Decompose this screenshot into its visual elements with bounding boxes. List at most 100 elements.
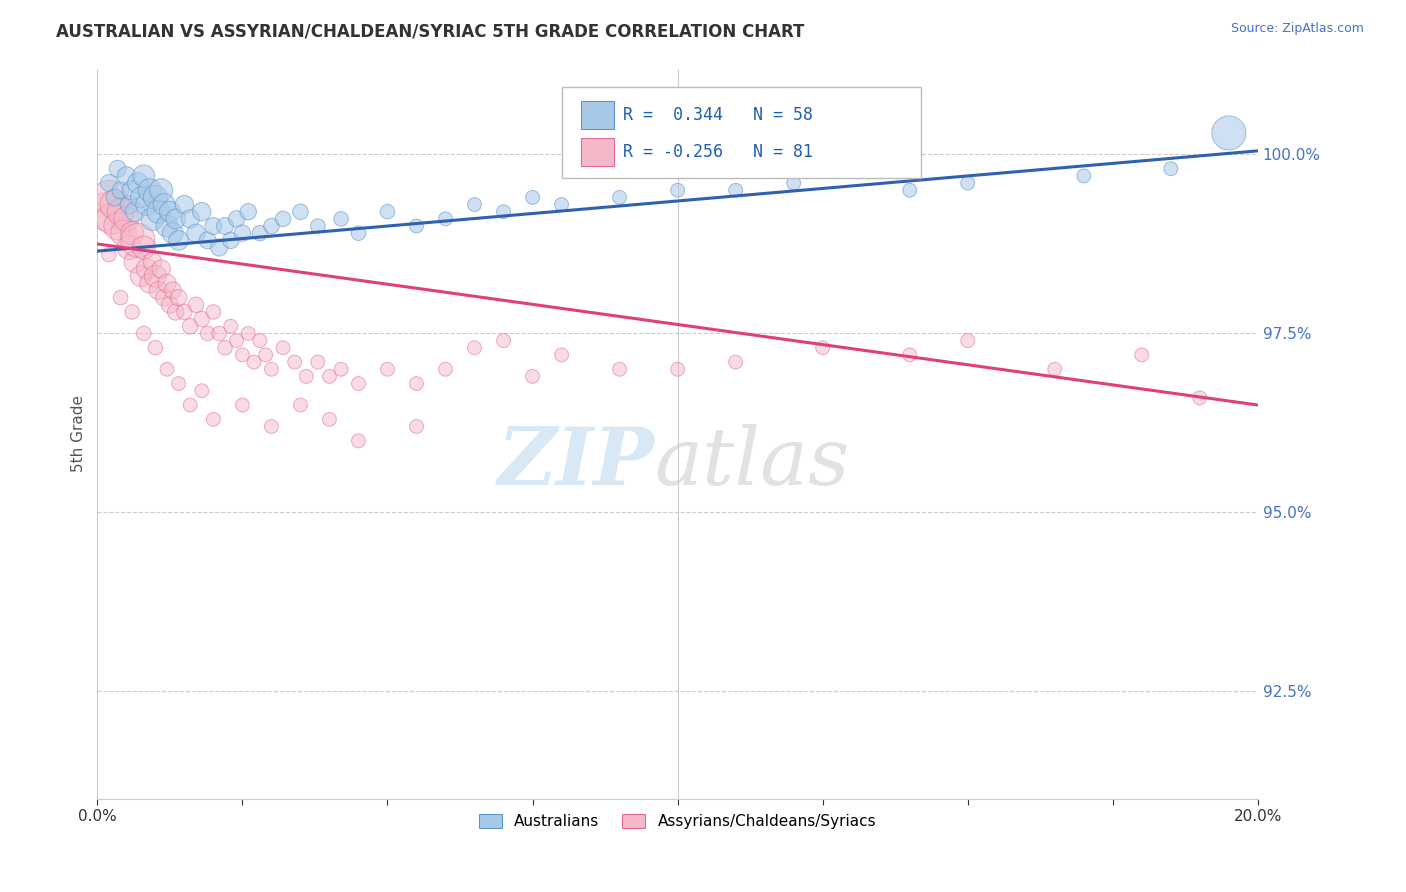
Point — [898, 183, 921, 197]
Point — [405, 219, 427, 233]
Point — [724, 183, 747, 197]
Point — [231, 398, 253, 412]
Point — [184, 298, 207, 312]
Point — [1218, 126, 1240, 140]
Point — [121, 183, 143, 197]
Point — [167, 291, 190, 305]
Point — [145, 269, 167, 284]
Point — [208, 326, 231, 341]
Point — [290, 204, 312, 219]
Point — [434, 362, 457, 376]
Point — [127, 233, 149, 247]
Point — [129, 269, 152, 284]
Point — [141, 211, 163, 226]
Bar — [581, 138, 614, 166]
Bar — [581, 102, 614, 129]
Point — [150, 183, 173, 197]
Point — [434, 211, 457, 226]
Point — [156, 277, 179, 291]
Text: Source: ZipAtlas.com: Source: ZipAtlas.com — [1230, 22, 1364, 36]
Point — [159, 204, 181, 219]
Point — [330, 211, 353, 226]
Point — [318, 412, 340, 426]
Point — [165, 305, 187, 319]
Point — [129, 190, 152, 204]
Point — [208, 240, 231, 254]
Point — [132, 169, 155, 183]
Point — [121, 305, 143, 319]
Point — [110, 183, 132, 197]
Point — [522, 190, 544, 204]
Point — [138, 183, 160, 197]
Point — [318, 369, 340, 384]
Point — [159, 298, 181, 312]
Point — [179, 319, 201, 334]
Point — [94, 204, 117, 219]
Point — [101, 211, 124, 226]
Point — [347, 226, 370, 240]
Point — [898, 348, 921, 362]
Point — [492, 334, 515, 348]
Point — [231, 226, 253, 240]
Point — [124, 204, 146, 219]
Point — [347, 434, 370, 448]
Point — [231, 348, 253, 362]
Point — [377, 362, 399, 376]
Point — [405, 419, 427, 434]
Text: ZIP: ZIP — [498, 424, 654, 501]
Point — [197, 326, 219, 341]
Point — [219, 233, 242, 247]
Point — [225, 211, 247, 226]
Point — [104, 190, 127, 204]
Point — [724, 355, 747, 369]
Point — [138, 277, 160, 291]
Point — [219, 319, 242, 334]
Point — [307, 219, 329, 233]
Point — [184, 226, 207, 240]
Point — [956, 176, 979, 190]
Point — [135, 197, 157, 211]
Point — [284, 355, 307, 369]
Point — [225, 334, 247, 348]
Point — [162, 284, 184, 298]
Point — [115, 169, 138, 183]
Point — [165, 211, 187, 226]
Point — [330, 362, 353, 376]
Point — [132, 240, 155, 254]
Point — [148, 284, 170, 298]
Point — [609, 190, 631, 204]
Point — [609, 362, 631, 376]
Text: R = -0.256   N = 81: R = -0.256 N = 81 — [623, 143, 813, 161]
Point — [132, 326, 155, 341]
Point — [249, 334, 271, 348]
Point — [522, 369, 544, 384]
Point — [115, 211, 138, 226]
Point — [295, 369, 318, 384]
Point — [260, 362, 283, 376]
Point — [104, 197, 127, 211]
Point — [290, 398, 312, 412]
Point — [135, 262, 157, 277]
Point — [1073, 169, 1095, 183]
Legend: Australians, Assyrians/Chaldeans/Syriacs: Australians, Assyrians/Chaldeans/Syriacs — [472, 808, 882, 835]
Point — [153, 291, 176, 305]
Point — [550, 348, 572, 362]
Point — [179, 211, 201, 226]
Point — [167, 233, 190, 247]
Point — [202, 412, 225, 426]
Text: AUSTRALIAN VS ASSYRIAN/CHALDEAN/SYRIAC 5TH GRADE CORRELATION CHART: AUSTRALIAN VS ASSYRIAN/CHALDEAN/SYRIAC 5… — [56, 22, 804, 40]
Point — [666, 362, 689, 376]
Point — [127, 176, 149, 190]
Point — [271, 341, 294, 355]
Point — [197, 233, 219, 247]
Point — [405, 376, 427, 391]
FancyBboxPatch shape — [561, 87, 921, 178]
Point — [492, 204, 515, 219]
Point — [167, 376, 190, 391]
Point — [463, 197, 485, 211]
Text: R =  0.344   N = 58: R = 0.344 N = 58 — [623, 106, 813, 124]
Point — [463, 341, 485, 355]
Point — [148, 204, 170, 219]
Point — [150, 262, 173, 277]
Point — [214, 219, 236, 233]
